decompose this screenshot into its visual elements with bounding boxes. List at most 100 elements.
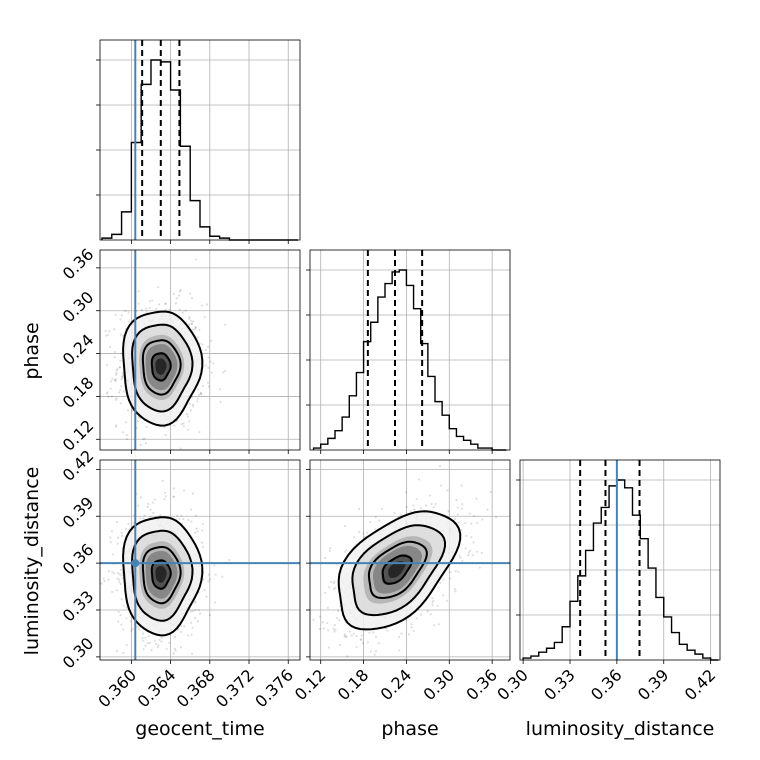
y-tick-label-phase: 0.36 — [59, 245, 98, 284]
sample-point — [430, 502, 433, 506]
sample-point — [324, 556, 327, 559]
sample-point — [307, 659, 309, 661]
sample-point — [200, 393, 203, 396]
x-tick-label-luminosity_distance: 0.42 — [681, 665, 720, 704]
sample-point — [104, 329, 107, 333]
sample-point — [471, 553, 474, 557]
sample-point — [440, 484, 443, 487]
sample-point — [179, 455, 181, 457]
sample-point — [437, 623, 441, 626]
sample-point — [179, 288, 182, 292]
sample-point — [116, 577, 119, 580]
sample-point — [201, 304, 204, 307]
contour-line — [131, 529, 194, 622]
sample-point — [179, 624, 183, 628]
contour-line — [150, 559, 172, 590]
sample-point — [193, 616, 196, 620]
sample-point — [191, 626, 194, 629]
sample-point — [201, 545, 205, 548]
sample-point — [372, 631, 375, 634]
sample-point — [464, 521, 467, 525]
sample-point — [374, 528, 377, 531]
sample-point — [156, 646, 160, 649]
y-tick-label-luminosity_distance: 0.39 — [59, 493, 98, 532]
sample-point — [343, 550, 347, 553]
panel-frame — [99, 249, 301, 451]
sample-point — [119, 389, 122, 392]
sample-point — [119, 582, 122, 586]
sample-point — [207, 356, 210, 359]
sample-point — [109, 380, 113, 383]
sample-point — [410, 623, 413, 626]
sample-point — [120, 531, 123, 534]
sample-point — [189, 610, 193, 613]
sample-point — [113, 572, 116, 575]
sample-point — [407, 633, 411, 636]
panel-content — [100, 460, 300, 660]
sample-point — [111, 553, 115, 556]
sample-point — [456, 506, 459, 509]
sample-point — [465, 534, 468, 538]
contour-line — [141, 339, 182, 396]
sample-point — [110, 530, 113, 533]
sample-point — [467, 551, 470, 554]
sample-point — [120, 534, 124, 537]
sample-point — [369, 650, 372, 653]
sample-point — [294, 610, 296, 612]
sample-point — [192, 405, 195, 408]
panel-frame — [519, 459, 721, 661]
sample-point — [405, 506, 408, 509]
sample-point — [322, 627, 325, 630]
sample-point — [184, 309, 187, 312]
sample-point — [460, 484, 463, 487]
sample-point — [183, 625, 186, 628]
contour-line — [381, 554, 413, 585]
sample-point — [127, 320, 131, 323]
sample-point — [175, 297, 178, 300]
y-tick-label-phase: 0.24 — [59, 330, 98, 369]
sample-point — [359, 638, 362, 641]
sample-point — [454, 590, 457, 593]
sample-point — [179, 447, 182, 450]
sample-point — [114, 378, 118, 381]
xlabel-luminosity_distance: luminosity_distance — [526, 718, 715, 740]
sample-point — [163, 498, 166, 501]
sample-point — [122, 604, 125, 607]
sample-point — [182, 518, 185, 521]
sample-point — [205, 303, 209, 306]
sample-point — [121, 431, 125, 434]
sample-point — [121, 376, 124, 379]
sample-point — [329, 547, 332, 550]
sample-point — [324, 591, 327, 595]
sample-point — [105, 364, 108, 367]
sample-point — [172, 487, 175, 490]
sample-point — [118, 578, 121, 581]
sample-point — [191, 610, 195, 613]
sample-point — [120, 574, 124, 577]
sample-point — [146, 505, 149, 509]
sample-point — [190, 652, 194, 655]
sample-point — [178, 517, 181, 520]
contour-line — [122, 516, 204, 637]
sample-point — [386, 629, 389, 632]
sample-point — [343, 524, 347, 527]
sample-point — [424, 504, 428, 507]
sample-point — [417, 478, 421, 481]
sample-point — [125, 433, 129, 437]
panel-1-1 — [306, 249, 511, 454]
sample-point — [131, 409, 134, 412]
sample-point — [190, 319, 193, 322]
sample-point — [115, 369, 118, 372]
sample-point — [432, 599, 435, 603]
sample-point — [102, 577, 105, 580]
sample-point — [468, 512, 471, 515]
sample-point — [206, 381, 210, 384]
sample-point — [196, 530, 199, 533]
sample-point — [119, 333, 122, 336]
truth-marker — [131, 559, 140, 568]
sample-point — [155, 307, 158, 310]
sample-point — [214, 601, 217, 604]
sample-point — [194, 326, 197, 330]
sample-point — [447, 509, 450, 513]
